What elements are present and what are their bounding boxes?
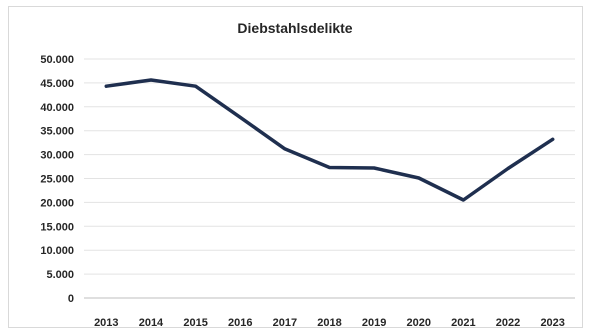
data-point: [328, 166, 331, 170]
data-point: [238, 115, 242, 119]
data-point: [283, 147, 287, 151]
y-tick-label: 20.000: [40, 197, 74, 209]
chart-title: Diebstahlsdelikte: [237, 20, 352, 36]
x-tick-label: 2020: [407, 317, 431, 329]
data-point: [194, 84, 198, 88]
x-axis-ticks: 2013 2014 2015 2016 2017 2018 2019 2020 2021 2022…: [94, 317, 565, 329]
x-tick-label: 2017: [273, 317, 297, 329]
y-tick-label: 0: [68, 293, 74, 305]
data-point: [417, 176, 421, 180]
x-tick-label: 2021: [451, 317, 475, 329]
y-tick-label: 45.000: [40, 78, 74, 90]
y-axis-ticks: 0 5.000 10.000 15.000 20.000 25.000 30.000 35.0…: [40, 54, 74, 305]
x-tick-label: 2014: [139, 317, 164, 329]
y-tick-label: 10.000: [40, 245, 74, 257]
x-tick-label: 2019: [362, 317, 386, 329]
x-tick-label: 2016: [228, 317, 252, 329]
x-tick-label: 2015: [183, 317, 207, 329]
data-point: [551, 137, 555, 141]
y-tick-label: 40.000: [40, 102, 74, 114]
data-point: [149, 78, 153, 82]
x-tick-label: 2013: [94, 317, 118, 329]
series-line: [104, 78, 555, 202]
data-point: [506, 166, 510, 170]
data-point: [461, 198, 465, 202]
x-tick-label: 2018: [317, 317, 341, 329]
x-tick-label: 2023: [540, 317, 564, 329]
y-tick-label: 30.000: [40, 150, 74, 162]
data-point: [372, 166, 376, 170]
y-tick-label: 15.000: [40, 221, 74, 233]
y-tick-label: 50.000: [40, 54, 74, 66]
grid-lines: [84, 58, 575, 299]
data-point: [104, 84, 108, 88]
y-tick-label: 25.000: [40, 174, 74, 186]
series-layer: [104, 78, 555, 202]
y-tick-label: 5.000: [46, 269, 74, 281]
y-tick-label: 35.000: [40, 126, 74, 138]
x-tick-label: 2022: [496, 317, 520, 329]
